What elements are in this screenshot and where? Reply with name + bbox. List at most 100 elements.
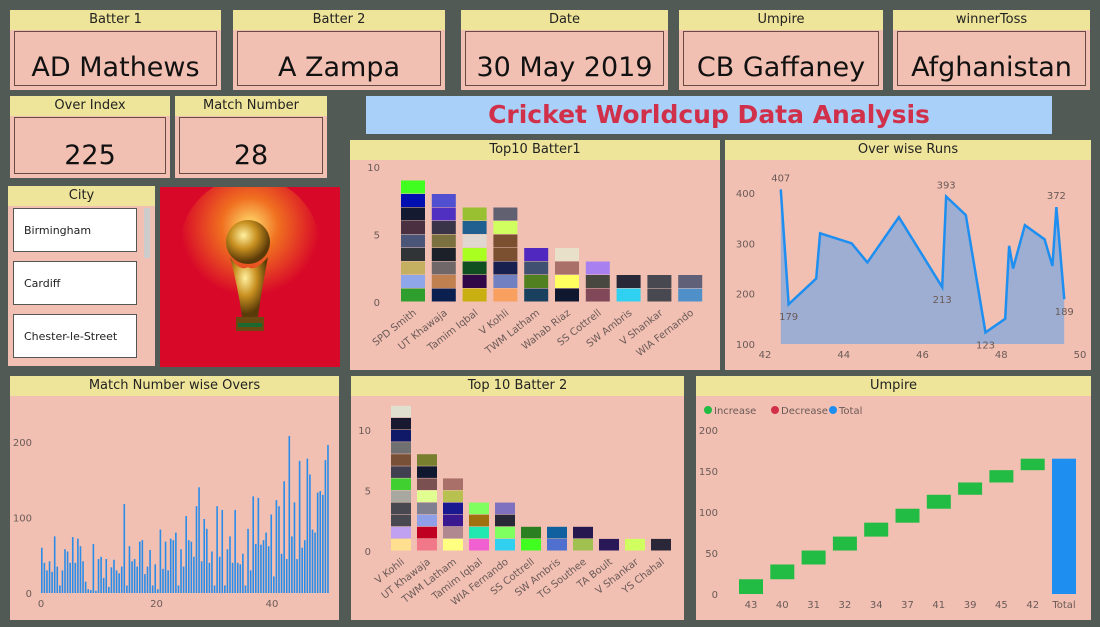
y-tick-label: 10 <box>367 163 380 174</box>
bar <box>244 585 247 593</box>
bar <box>182 566 185 593</box>
bar-segment <box>417 478 437 490</box>
data-label: 213 <box>933 295 952 306</box>
x-tick-label: Total <box>1051 600 1075 611</box>
bar <box>108 586 110 593</box>
bar <box>306 458 309 593</box>
city-item-birmingham[interactable]: Birmingham <box>13 208 137 252</box>
bar <box>59 585 61 593</box>
bar <box>48 561 51 593</box>
bar <box>131 561 133 593</box>
x-tick-label: 42 <box>1026 600 1039 611</box>
bar <box>226 549 229 593</box>
card-value: A Zampa <box>237 31 441 86</box>
city-slicer-header: City <box>8 186 155 206</box>
bar <box>254 543 257 593</box>
card-umpire: Umpire CB Gaffaney <box>679 10 883 90</box>
bar <box>56 566 59 593</box>
bar <box>95 590 97 593</box>
bar-segment <box>521 538 541 551</box>
city-scrollbar[interactable] <box>144 208 150 258</box>
y-tick-label: 10 <box>358 426 371 437</box>
bar <box>187 540 190 593</box>
bar <box>288 435 291 593</box>
bar <box>257 497 260 593</box>
bar-segment <box>417 502 437 515</box>
bar <box>79 546 82 593</box>
bar-segment <box>585 275 610 288</box>
city-item-cardiff[interactable]: Cardiff <box>13 261 137 305</box>
bar-segment <box>493 261 518 275</box>
bar-segment <box>431 207 456 221</box>
bar-segment <box>443 526 463 539</box>
bar-segment <box>493 288 518 302</box>
bar <box>280 553 283 593</box>
bar <box>262 540 265 593</box>
bar-segment <box>555 288 579 302</box>
x-tick-label: 31 <box>807 600 820 611</box>
legend-marker <box>771 406 779 414</box>
card-label: Match Number <box>175 96 327 116</box>
card-value: 30 May 2019 <box>465 31 664 86</box>
bar <box>203 519 206 593</box>
y-tick-label: 300 <box>736 239 755 250</box>
bar <box>275 500 278 593</box>
chart-title: Top 10 Batter 2 <box>351 376 684 396</box>
trophy-icon <box>160 177 340 367</box>
y-tick-label: 150 <box>699 467 718 478</box>
bar <box>293 502 296 593</box>
bar <box>229 536 231 593</box>
bar-segment <box>391 526 411 539</box>
y-tick-label: 5 <box>365 487 371 498</box>
waterfall-bar <box>801 550 826 565</box>
x-tick-label: 34 <box>870 600 883 611</box>
bar <box>316 492 319 593</box>
bar <box>118 573 120 593</box>
card-label: winnerToss <box>893 10 1090 30</box>
y-tick-label: 200 <box>736 290 755 301</box>
bar <box>200 561 203 593</box>
bar-segment <box>417 526 437 539</box>
bar-segment <box>391 454 411 466</box>
bar-segment <box>431 248 456 261</box>
chart-plot: 100 200 300 400 42 44 46 48 50 407 179 213 393 123 372… <box>736 173 1086 361</box>
bar-segment <box>462 275 487 288</box>
bar-segment <box>462 288 487 302</box>
bar <box>216 506 218 593</box>
bar <box>231 562 234 593</box>
bar-segment <box>585 288 610 302</box>
bar-segment <box>495 502 515 515</box>
bar <box>133 559 136 593</box>
bar <box>46 570 48 593</box>
bar-segment <box>401 248 425 261</box>
bar <box>71 537 74 593</box>
chart-plot: 0 50 100 150 200 Increase Decrease Total 43 40 31 3… <box>699 406 1076 611</box>
x-tick-label: 40 <box>776 600 789 611</box>
x-tick-label: 43 <box>745 600 758 611</box>
bar <box>92 543 95 593</box>
bar <box>74 562 77 593</box>
bar <box>141 540 144 593</box>
y-tick-label: 400 <box>736 189 755 200</box>
bar <box>242 553 244 593</box>
bar <box>283 481 285 593</box>
bar <box>157 589 159 593</box>
trophy-image <box>160 177 340 367</box>
bar <box>100 556 102 593</box>
bar-segment <box>431 194 456 207</box>
card-value: CB Gaffaney <box>683 31 879 86</box>
bar <box>115 570 118 593</box>
bar <box>87 589 90 593</box>
bar <box>267 546 270 593</box>
bar-segment <box>401 275 425 288</box>
bar-segment <box>443 502 463 515</box>
waterfall-bar <box>739 579 763 594</box>
bar <box>208 562 211 593</box>
city-item-chester-le-street[interactable]: Chester-le-Street <box>13 314 137 358</box>
bar <box>149 549 151 593</box>
bar <box>110 567 113 593</box>
bar <box>224 585 226 593</box>
x-tick-label: 42 <box>759 350 772 361</box>
